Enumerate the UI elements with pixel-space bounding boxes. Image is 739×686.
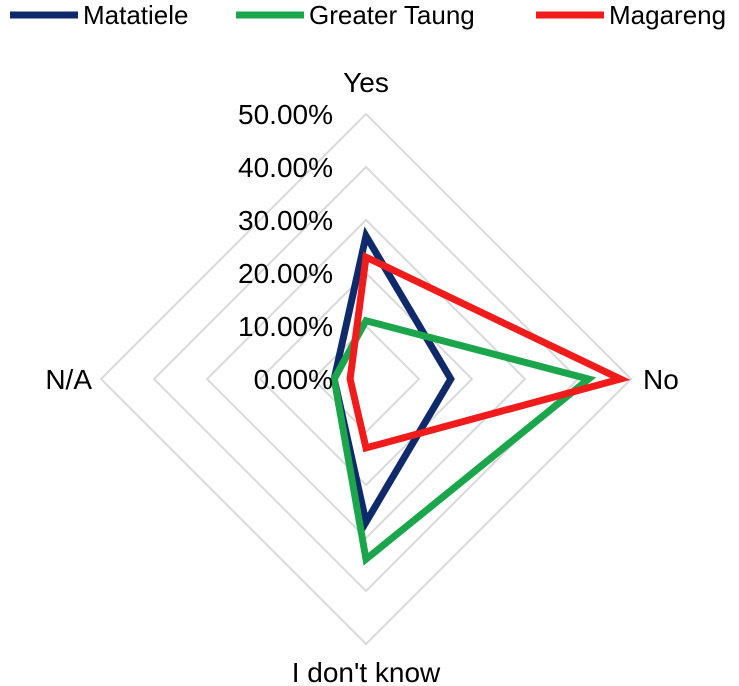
tick-label: 10.00% (238, 311, 333, 342)
legend: Matatiele Greater Taung Magareng (10, 0, 726, 30)
category-labels: Yes No I don't know N/A (45, 67, 678, 686)
grid-ring (205, 218, 527, 540)
tick-labels: 0.00% 10.00% 20.00% 30.00% 40.00% 50.00% (238, 99, 333, 395)
radar-grid (99, 112, 633, 646)
series-group (330, 226, 631, 566)
legend-label: Magareng (609, 0, 726, 30)
legend-label: Greater Taung (309, 0, 475, 30)
legend-label: Matatiele (83, 0, 189, 30)
tick-label: 30.00% (238, 205, 333, 236)
tick-label: 0.00% (254, 364, 333, 395)
grid-ring (152, 165, 580, 593)
series-line-matatiele (330, 226, 455, 532)
tick-label: 50.00% (238, 99, 333, 130)
category-label: No (643, 364, 679, 395)
grid-ring (258, 271, 474, 487)
category-label: Yes (343, 67, 389, 98)
series-line-greater-taung (330, 316, 597, 566)
grid-ring (311, 324, 421, 434)
series-line-magareng (346, 251, 631, 453)
tick-label: 20.00% (238, 258, 333, 289)
category-label: I don't know (292, 657, 441, 686)
tick-label: 40.00% (238, 152, 333, 183)
category-label: N/A (45, 364, 92, 395)
grid-ring (99, 112, 633, 646)
